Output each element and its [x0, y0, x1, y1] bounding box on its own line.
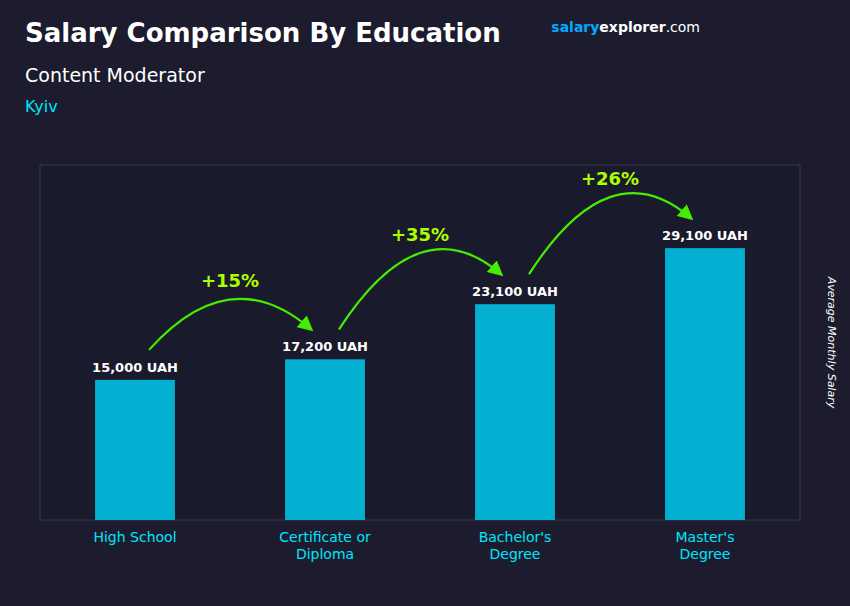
change-label: +15%: [201, 270, 259, 291]
change-label: +35%: [391, 224, 449, 245]
x-tick-label: Master'sDegree: [676, 529, 735, 562]
website: salaryexplorer.com: [551, 19, 700, 35]
website-part: salary: [551, 19, 599, 35]
x-tick-label-line: Degree: [680, 546, 731, 562]
x-tick-label: Bachelor'sDegree: [479, 529, 552, 562]
subtitle: Content Moderator: [25, 64, 205, 86]
y-axis-label: Average Monthly Salary: [825, 276, 838, 409]
change-arrow: [149, 299, 311, 350]
city: Kyiv: [25, 97, 58, 116]
x-tick-label-line: Bachelor's: [479, 529, 552, 545]
value-label: 29,100 UAH: [662, 228, 748, 243]
value-label: 15,000 UAH: [92, 360, 178, 375]
bars: [95, 248, 745, 520]
x-tick-label-line: High School: [93, 529, 176, 545]
change-label: +26%: [581, 168, 639, 189]
value-label: 23,100 UAH: [472, 284, 558, 299]
x-tick-label-line: Certificate or: [279, 529, 371, 545]
value-label: 17,200 UAH: [282, 339, 368, 354]
plot-frame: [40, 165, 800, 520]
bar: [475, 304, 555, 520]
x-tick-label-line: Master's: [676, 529, 735, 545]
change-arrow: [339, 249, 501, 329]
website-part: explorer: [599, 19, 665, 35]
title: Salary Comparison By Education: [25, 18, 501, 48]
background: [0, 0, 850, 606]
x-tick-label: High School: [93, 529, 176, 545]
bar: [285, 359, 365, 520]
x-tick-label-line: Degree: [490, 546, 541, 562]
chart: Salary Comparison By Education Content Mo…: [0, 0, 850, 606]
website-part: .com: [666, 19, 700, 35]
x-tick-label-line: Diploma: [296, 546, 354, 562]
change-arrow: [529, 193, 691, 274]
bar: [95, 380, 175, 520]
x-tick-label: Certificate orDiploma: [279, 529, 371, 562]
bar: [665, 248, 745, 520]
